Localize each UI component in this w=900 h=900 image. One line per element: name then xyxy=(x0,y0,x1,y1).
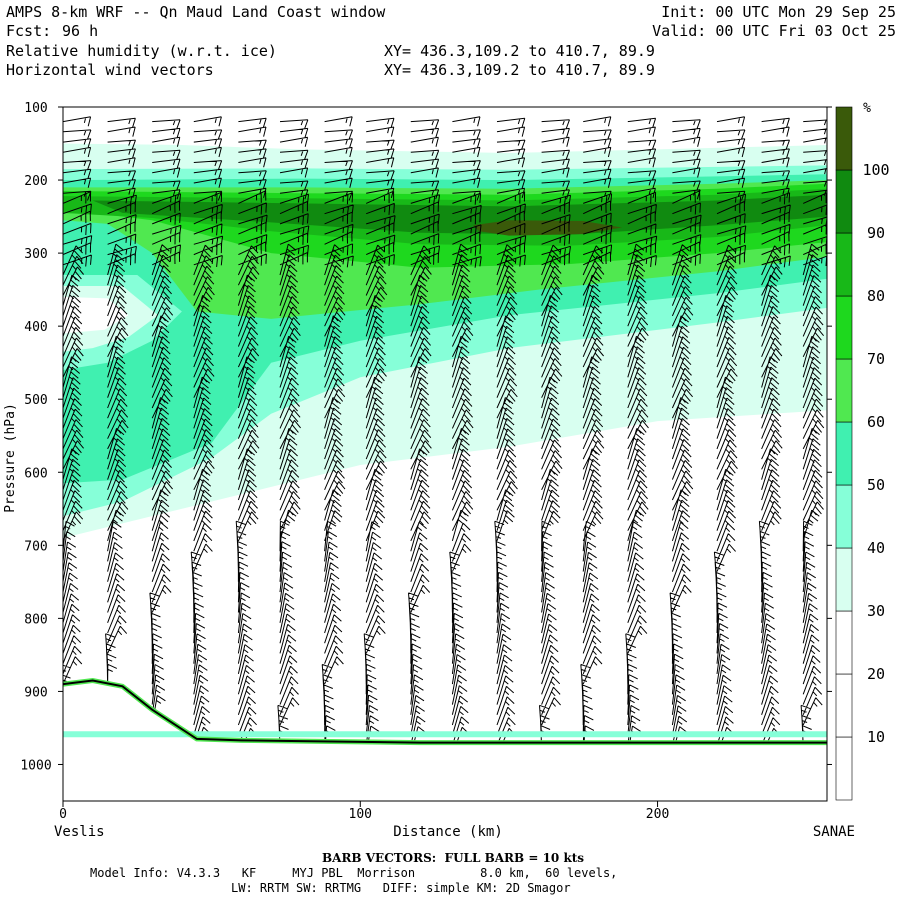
y-tick-label: 100 xyxy=(24,101,47,116)
colorbar-unit: % xyxy=(863,101,871,116)
y-axis-label: Pressure (hPa) xyxy=(3,403,18,513)
colorbar-swatch xyxy=(835,484,853,549)
wind-barb-column xyxy=(408,119,440,756)
humidity-band-7 xyxy=(473,220,622,236)
y-tick-label: 200 xyxy=(24,174,47,189)
colorbar-label: 20 xyxy=(867,665,885,683)
barb-note: BARB VECTORS: FULL BARB = 10 kts xyxy=(322,851,585,865)
wind-barb-column xyxy=(277,119,310,756)
y-tick-label: 800 xyxy=(24,612,47,627)
model-info-line2: LW: RRTM SW: RRTMG DIFF: simple KM: 2D S… xyxy=(231,881,571,895)
wind-barb-column xyxy=(105,117,137,695)
colorbar-label: 60 xyxy=(867,413,885,431)
colorbar-swatch xyxy=(835,736,853,801)
wind-barb-column xyxy=(800,119,827,756)
plot-frame xyxy=(62,106,828,802)
left-endpoint-label: Veslis xyxy=(54,824,105,840)
wind-barb-column xyxy=(539,119,571,756)
wind-barb-column xyxy=(363,117,396,756)
model-info-line1: Model Info: V4.3.3 KF MYJ PBL Morrison 8… xyxy=(90,866,618,880)
colorbar-label: 80 xyxy=(867,287,885,305)
surface-moist-band xyxy=(63,731,827,738)
wind-barb-column xyxy=(235,117,268,756)
wind-barb-column xyxy=(713,116,747,756)
xy-coords-rh: XY= 436.3,109.2 to 410.7, 89.9 xyxy=(384,42,655,60)
plot-title: AMPS 8-km WRF -- Qn Maud Land Coast wind… xyxy=(6,3,386,21)
y-tick-label: 600 xyxy=(24,466,47,481)
colorbar-swatch xyxy=(835,358,853,423)
xy-coords-wind: XY= 436.3,109.2 to 410.7, 89.9 xyxy=(384,61,655,79)
axes: 100 200 300 400 500 600 700 800 900 1000 0 100 200 xyxy=(20,101,832,822)
wind-barb-column xyxy=(758,117,791,756)
field-name-wind: Horizontal wind vectors xyxy=(6,61,214,79)
wind-barb-column xyxy=(494,117,527,756)
humidity-fill-layer xyxy=(63,143,827,538)
y-tick-label: 700 xyxy=(24,539,47,554)
humidity-band-10 xyxy=(63,296,129,334)
colorbar-swatch xyxy=(835,673,853,738)
wind-barb-layer xyxy=(63,116,827,756)
x-tick-label: 200 xyxy=(646,807,669,822)
y-tick-label: 500 xyxy=(24,393,47,408)
colorbar-swatch xyxy=(835,547,853,612)
colorbar-swatch xyxy=(835,169,853,234)
colorbar-swatch xyxy=(835,421,853,486)
colorbar-swatch xyxy=(835,106,853,171)
y-tick-label: 1000 xyxy=(20,758,51,773)
wind-barb-column xyxy=(63,116,93,705)
wind-barb-column xyxy=(580,116,613,756)
wind-barb-column xyxy=(190,116,224,756)
wind-barb-column xyxy=(449,116,482,756)
y-tick-label: 300 xyxy=(24,247,47,262)
colorbar-label: 40 xyxy=(867,539,885,557)
terrain-layer xyxy=(63,677,827,801)
right-endpoint-label: SANAE xyxy=(813,824,855,840)
wind-barb-column xyxy=(625,117,658,756)
forecast-hours: 96 h xyxy=(62,22,99,40)
colorbar-label: 50 xyxy=(867,476,885,494)
y-tick-label: 900 xyxy=(24,685,47,700)
y-tick-label: 400 xyxy=(24,320,47,335)
forecast-label: Fcst: xyxy=(6,22,52,40)
colorbar-label: 70 xyxy=(867,350,885,368)
terrain-mask xyxy=(63,680,827,801)
x-tick-label: 100 xyxy=(349,807,372,822)
colorbar-swatch xyxy=(835,295,853,360)
colorbar-label: 100 xyxy=(862,161,889,179)
wind-barb-column xyxy=(321,116,354,756)
init-time: Init: 00 UTC Mon 29 Sep 25 xyxy=(661,3,896,21)
colorbar-swatch xyxy=(835,610,853,675)
colorbar-label: 10 xyxy=(867,728,885,746)
field-name-rh: Relative humidity (w.r.t. ice) xyxy=(6,42,277,60)
colorbar-label: 30 xyxy=(867,602,885,620)
wind-barb-column xyxy=(149,119,182,726)
humidity-band-6 xyxy=(92,194,827,235)
terrain-line xyxy=(63,679,827,744)
wind-barb-column xyxy=(669,119,702,756)
colorbar: 10 20 30 40 50 60 70 80 90 100 xyxy=(835,106,890,801)
valid-time: Valid: 00 UTC Fri 03 Oct 25 xyxy=(652,22,896,40)
x-tick-label: 0 xyxy=(59,807,67,822)
x-axis-label: Distance (km) xyxy=(393,824,503,840)
colorbar-label: 90 xyxy=(867,224,885,242)
colorbar-swatch xyxy=(835,232,853,297)
